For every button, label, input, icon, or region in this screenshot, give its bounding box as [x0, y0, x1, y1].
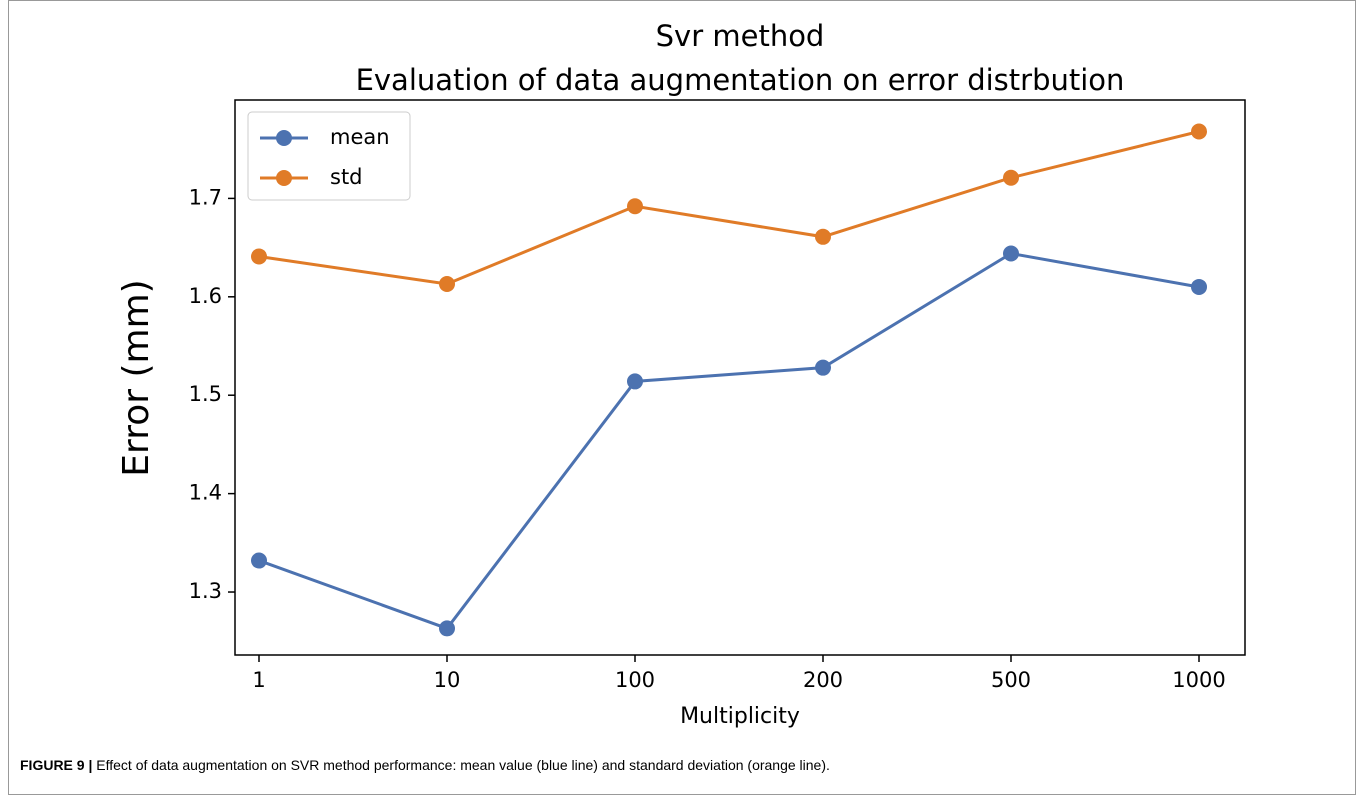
caption-text: Effect of data augmentation on SVR metho…	[96, 757, 830, 773]
x-axis-label: Multiplicity	[680, 704, 800, 729]
chart-title: Svr method	[656, 19, 825, 53]
point	[1191, 278, 1207, 295]
point	[439, 276, 455, 293]
legend-label: mean	[330, 125, 390, 149]
x-tick-label: 1	[252, 668, 265, 692]
y-tick-label: 1.4	[189, 481, 222, 505]
y-axis-label: Error (mm)	[116, 279, 157, 476]
x-tick-label: 10	[434, 668, 461, 692]
point	[1003, 169, 1019, 186]
point	[251, 552, 267, 569]
point	[815, 228, 831, 245]
plot-frame	[234, 99, 1246, 656]
y-tick-label: 1.5	[189, 382, 222, 406]
point	[815, 359, 831, 376]
caption-label: FIGURE 9 |	[20, 757, 92, 773]
caption: FIGURE 9 | Effect of data augmentation o…	[20, 757, 830, 773]
x-tick-label: 500	[991, 668, 1031, 692]
point	[251, 248, 267, 265]
series-line	[258, 130, 1200, 286]
y-tick-label: 1.7	[189, 185, 222, 209]
x-tick-label: 100	[615, 668, 655, 692]
x-tick-label: 200	[803, 668, 843, 692]
point	[627, 198, 643, 215]
legend-marker	[276, 130, 292, 146]
series-line	[258, 251, 1200, 631]
chart-subtitle: Evaluation of data augmentation on error…	[356, 63, 1125, 97]
legend-label: std	[330, 165, 363, 189]
point	[627, 373, 643, 390]
point	[1003, 245, 1019, 262]
figure-border	[8, 0, 1356, 795]
x-tick-label: 1000	[1172, 668, 1225, 692]
y-tick-label: 1.6	[189, 284, 222, 308]
legend-marker	[276, 170, 292, 186]
point	[1191, 123, 1207, 140]
y-tick-label: 1.3	[189, 579, 222, 603]
point	[439, 620, 455, 637]
